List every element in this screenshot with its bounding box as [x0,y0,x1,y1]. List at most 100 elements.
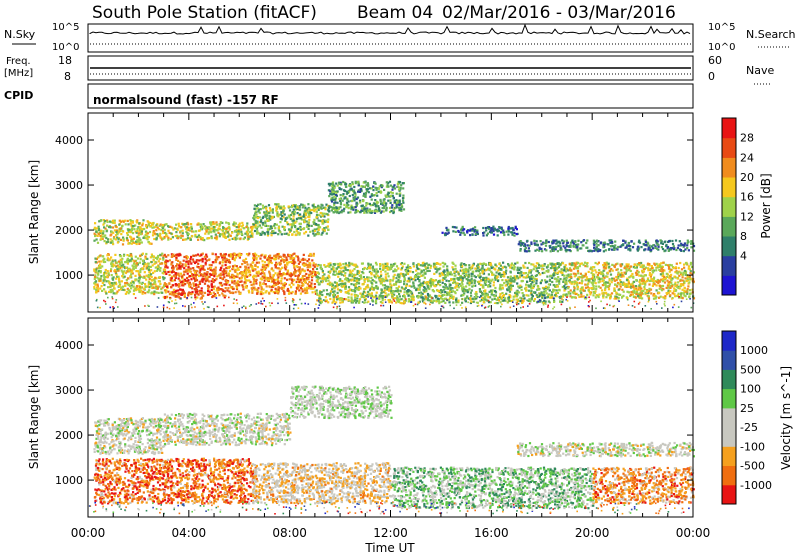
data-cell [162,270,166,273]
data-cell [310,287,313,290]
data-cell [407,297,410,301]
data-cell [105,241,108,244]
data-cell [139,226,142,229]
data-cell [186,228,189,231]
data-cell [270,290,273,293]
data-cell [372,189,375,192]
data-cell [265,207,268,210]
data-cell [386,294,389,297]
data-cell [150,273,153,276]
data-cell [526,266,529,269]
data-cell [299,287,303,290]
data-cell [405,269,408,272]
data-cell [340,211,343,214]
data-cell [207,275,210,278]
data-cell [417,301,420,304]
data-cell [381,299,384,302]
data-cell [392,275,395,278]
data-cell [226,226,229,229]
data-cell [118,283,122,286]
data-cell [269,225,272,228]
data-cell [182,292,185,295]
data-cell [328,276,331,279]
data-cell [510,300,514,303]
data-cell [387,195,390,198]
data-cell [206,293,210,296]
data-cell [404,273,407,276]
data-cell [95,288,98,292]
data-cell [327,189,330,192]
data-cell [191,258,195,261]
data-cell [319,211,322,215]
data-cell [233,259,236,262]
data-cell [481,291,484,295]
data-cell [180,234,183,237]
data-cell [262,215,265,218]
data-cell [225,270,228,273]
data-cell [281,214,284,218]
data-cell [461,264,464,267]
data-cell [332,290,335,294]
data-cell [250,226,253,229]
data-cell [381,202,384,205]
data-cell [536,285,539,288]
data-cell [375,285,378,288]
data-cell [171,279,174,282]
data-cell [477,280,480,284]
data-cell [368,293,371,296]
data-cell [275,206,278,209]
data-cell [259,220,263,223]
data-cell [344,181,347,185]
data-cell [553,289,556,292]
data-cell [126,219,129,222]
data-cell [509,277,512,280]
data-cell [157,291,160,294]
data-cell [131,232,135,235]
data-cell [296,207,299,210]
data-cell [150,224,153,228]
data-cell [484,283,487,286]
data-cell [443,262,446,265]
data-cell [449,288,452,291]
data-cell [335,301,338,304]
data-cell [461,279,464,282]
data-cell [306,291,309,294]
data-cell [219,272,222,275]
data-cell [321,293,324,297]
data-cell [247,289,250,292]
data-cell [375,281,378,284]
data-cell [233,264,236,267]
data-cell [208,228,211,231]
data-cell [290,260,293,263]
data-cell [264,220,267,223]
data-cell [381,206,384,210]
data-cell [255,213,258,216]
data-cell [212,291,215,294]
cpid-text: normalsound (fast) -157 RF [93,93,279,107]
data-cell [285,262,289,265]
data-cell [93,226,96,229]
data-cell [245,271,248,274]
data-cell [470,275,473,278]
data-cell [314,273,317,276]
data-cell [473,274,476,278]
data-cell [179,265,182,268]
data-cell [354,273,357,277]
data-cell [134,224,137,227]
data-cell [198,271,201,274]
data-cell [298,280,301,284]
data-cell [332,295,335,298]
data-cell [270,261,273,265]
data-cell [501,292,504,295]
data-cell [159,276,162,279]
data-cell [553,272,556,275]
data-cell [164,270,167,273]
data-cell [292,204,295,207]
data-cell [216,229,219,232]
data-cell [508,290,512,293]
data-cell [403,295,406,298]
data-cell [420,270,424,273]
data-cell [179,288,183,291]
data-cell [556,291,559,294]
data-cell [315,267,319,270]
